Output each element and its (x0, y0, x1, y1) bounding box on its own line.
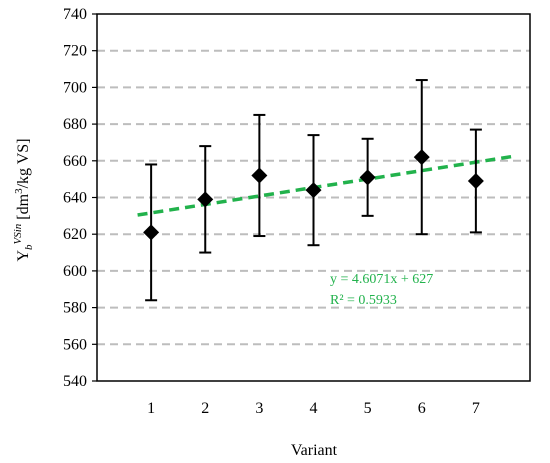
data-point-diamond (251, 167, 268, 184)
x-tick-label: 6 (418, 400, 426, 417)
x-tick-label: 5 (364, 400, 372, 417)
data-points (143, 149, 484, 241)
y-axis-label-sub: b (23, 244, 35, 250)
grid-lines (97, 49, 530, 346)
x-tick-label: 4 (310, 400, 318, 417)
y-axis-label-unit-close: /kg VS] (15, 138, 32, 188)
x-tick-label: 7 (472, 400, 480, 417)
y-axis-label-base: Y (15, 250, 32, 262)
y-tick-label: 620 (63, 226, 87, 243)
y-axis-ticks: 540 560 580 600 620 640 660 680 700 720 740 (63, 6, 97, 390)
data-point-diamond (413, 149, 430, 166)
data-point-diamond (359, 169, 376, 186)
y-axis-label: YbVSin [dm3/kg VS] (12, 138, 35, 261)
x-tick-label: 2 (201, 400, 209, 417)
y-tick-label: 720 (63, 43, 87, 60)
x-tick-label: 1 (147, 400, 155, 417)
y-tick-label: 600 (63, 263, 87, 280)
x-axis-ticks: 1 2 3 4 5 6 7 (147, 400, 480, 417)
data-point-diamond (305, 182, 322, 199)
y-tick-label: 640 (63, 190, 87, 207)
data-point-diamond (143, 224, 160, 241)
trendline-equation: y = 4.6071x + 627 (330, 272, 433, 287)
x-tick-label: 3 (255, 400, 263, 417)
data-point-diamond (467, 172, 484, 189)
y-axis-label-unit-sup: 3 (13, 188, 25, 194)
trendline-r-squared: R² = 0.5933 (330, 293, 397, 308)
y-tick-label: 580 (63, 300, 87, 317)
y-tick-label: 660 (63, 153, 87, 170)
y-axis-label-unit-open: [dm (15, 193, 32, 223)
x-axis-label: Variant (291, 442, 338, 459)
y-tick-label: 560 (63, 336, 87, 353)
data-point-diamond (197, 191, 214, 208)
trendline (137, 154, 517, 217)
y-tick-label: 680 (63, 116, 87, 133)
y-tick-label: 700 (63, 79, 87, 96)
y-axis-label-sup: VSin (12, 223, 24, 244)
trendline-group (137, 154, 517, 217)
y-tick-label: 540 (63, 373, 87, 390)
y-tick-label: 740 (63, 6, 87, 23)
